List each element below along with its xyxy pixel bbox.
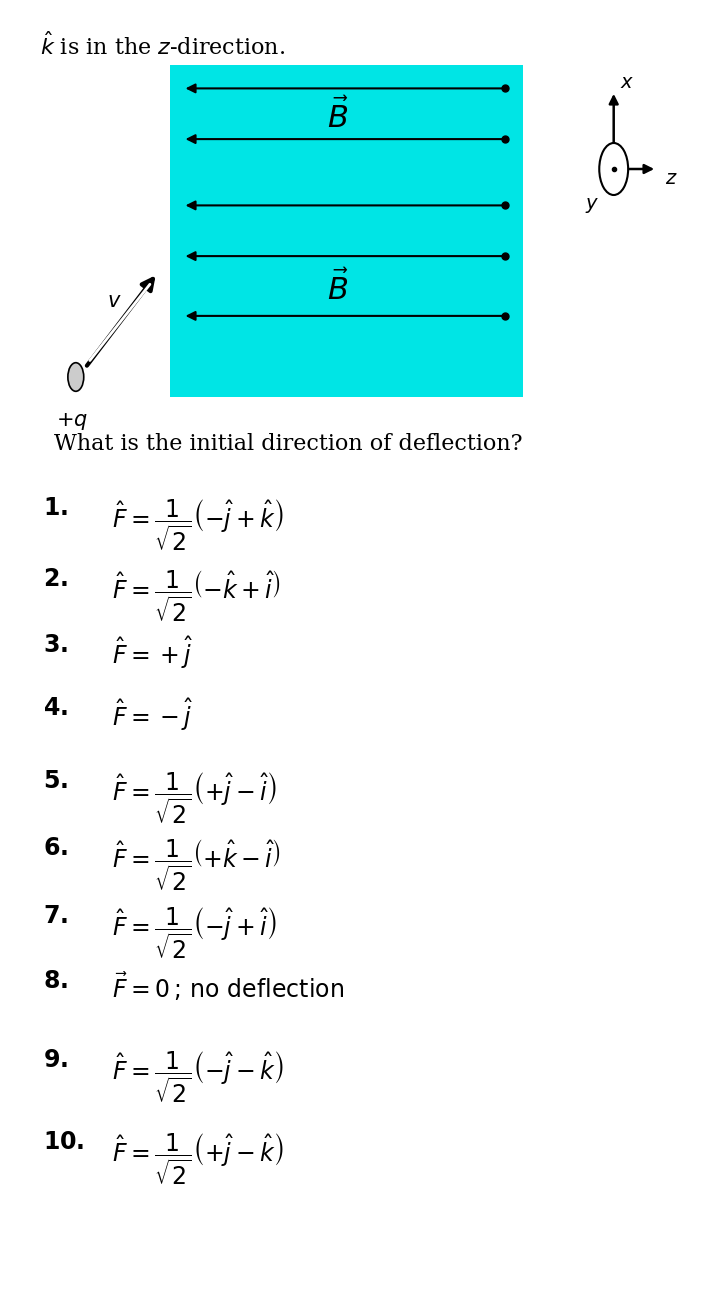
- Text: $\mathbf{4.}$: $\mathbf{4.}$: [43, 697, 69, 720]
- Text: $\hat{F} = -\hat{j}$: $\hat{F} = -\hat{j}$: [112, 697, 193, 733]
- Text: $v$: $v$: [107, 292, 121, 311]
- Text: $+q$: $+q$: [56, 411, 88, 432]
- Circle shape: [68, 363, 84, 391]
- Text: $\mathbf{9.}$: $\mathbf{9.}$: [43, 1049, 69, 1072]
- Text: $\mathbf{8.}$: $\mathbf{8.}$: [43, 970, 69, 993]
- Text: $\mathbf{2.}$: $\mathbf{2.}$: [43, 568, 69, 592]
- Text: $x$: $x$: [619, 74, 634, 92]
- Text: $\mathbf{3.}$: $\mathbf{3.}$: [43, 634, 69, 658]
- Text: $\hat{F} = \dfrac{1}{\sqrt{2}}\left(-\hat{k}+\hat{i}\right)$: $\hat{F} = \dfrac{1}{\sqrt{2}}\left(-\ha…: [112, 568, 280, 624]
- Text: $\hat{F} = +\hat{j}$: $\hat{F} = +\hat{j}$: [112, 634, 193, 671]
- Bar: [170, 65, 523, 396]
- Text: $\hat{k}$ is in the $z$-direction.: $\hat{k}$ is in the $z$-direction.: [40, 32, 285, 60]
- Text: $\mathbf{7.}$: $\mathbf{7.}$: [43, 905, 69, 928]
- Text: $\mathbf{10.}$: $\mathbf{10.}$: [43, 1131, 84, 1154]
- Text: $\vec{F} = 0\,;\,\mathrm{no\ deflection}$: $\vec{F} = 0\,;\,\mathrm{no\ deflection}…: [112, 970, 344, 1002]
- Text: $\hat{F} = \dfrac{1}{\sqrt{2}}\left(-\hat{j}-\hat{k}\right)$: $\hat{F} = \dfrac{1}{\sqrt{2}}\left(-\ha…: [112, 1049, 284, 1105]
- Text: $\mathbf{6.}$: $\mathbf{6.}$: [43, 837, 69, 861]
- Text: What is the initial direction of deflection?: What is the initial direction of deflect…: [54, 433, 523, 455]
- Text: $\vec{B}$: $\vec{B}$: [327, 270, 349, 307]
- Text: $\mathbf{5.}$: $\mathbf{5.}$: [43, 770, 69, 793]
- Text: $\mathbf{1.}$: $\mathbf{1.}$: [43, 497, 69, 520]
- Text: $\hat{F} = \dfrac{1}{\sqrt{2}}\left(+\hat{k}-\hat{i}\right)$: $\hat{F} = \dfrac{1}{\sqrt{2}}\left(+\ha…: [112, 837, 280, 893]
- Text: $\vec{B}$: $\vec{B}$: [327, 99, 349, 135]
- Text: $z$: $z$: [665, 170, 678, 188]
- Text: $\hat{F} = \dfrac{1}{\sqrt{2}}\left(-\hat{j}+\hat{i}\right)$: $\hat{F} = \dfrac{1}{\sqrt{2}}\left(-\ha…: [112, 905, 277, 961]
- Text: $\hat{F} = \dfrac{1}{\sqrt{2}}\left(+\hat{j}-\hat{i}\right)$: $\hat{F} = \dfrac{1}{\sqrt{2}}\left(+\ha…: [112, 770, 277, 826]
- Text: $\hat{F} = \dfrac{1}{\sqrt{2}}\left(-\hat{j}+\hat{k}\right)$: $\hat{F} = \dfrac{1}{\sqrt{2}}\left(-\ha…: [112, 497, 284, 552]
- Text: $\hat{F} = \dfrac{1}{\sqrt{2}}\left(+\hat{j}-\hat{k}\right)$: $\hat{F} = \dfrac{1}{\sqrt{2}}\left(+\ha…: [112, 1131, 284, 1187]
- Circle shape: [599, 143, 628, 195]
- Text: $y$: $y$: [585, 196, 599, 214]
